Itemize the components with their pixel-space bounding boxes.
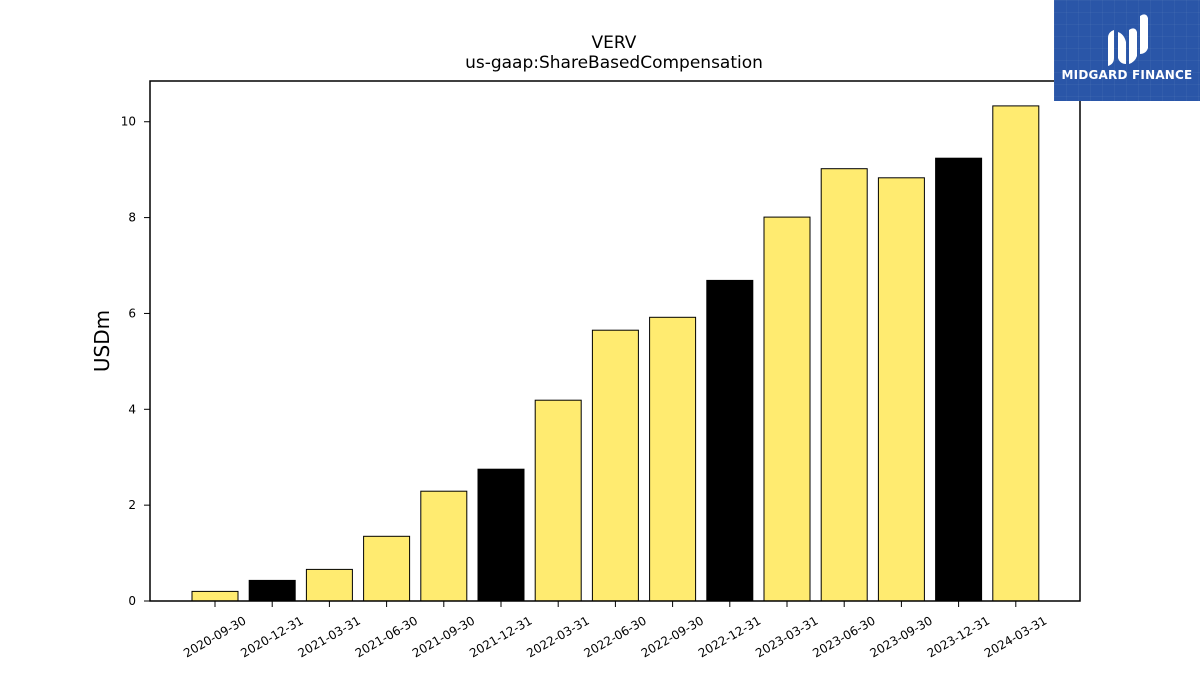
logo-text: MIDGARD FINANCE: [1061, 68, 1193, 82]
x-tick-label: 2023-03-31: [753, 613, 820, 660]
x-tick-label: 2021-06-30: [353, 613, 420, 660]
midgard-finance-logo: MIDGARD FINANCE: [1054, 0, 1200, 101]
x-tick-label: 2023-09-30: [867, 613, 934, 660]
bar-2021-03-31: [305, 568, 353, 602]
y-tick-label: 10: [121, 115, 136, 129]
x-tick-label: 2024-03-31: [982, 613, 1049, 660]
bar-2020-12-31: [248, 579, 296, 602]
y-tick-label: 8: [128, 211, 136, 225]
bar-2023-06-30: [820, 168, 868, 602]
y-tick-label: 6: [128, 306, 136, 320]
x-tick-label: 2020-12-31: [238, 613, 305, 660]
bar-2022-03-31: [534, 399, 582, 602]
plot-frame: [149, 80, 1081, 602]
midgard-logo-icon: [1108, 14, 1148, 66]
x-tick-label: 2021-09-30: [410, 613, 477, 660]
x-tick-label: 2022-06-30: [581, 613, 648, 660]
bar-2023-09-30: [877, 177, 925, 602]
y-axis-label: USDm: [90, 310, 114, 372]
y-tick-label: 2: [128, 498, 136, 512]
x-tick-label: 2022-03-31: [524, 613, 591, 660]
y-axis-ticks: 0 2 4 6 8 10: [121, 115, 150, 608]
bar-2022-06-30: [591, 329, 639, 602]
bar-2023-03-31: [763, 216, 811, 602]
x-tick-label: 2020-09-30: [181, 613, 248, 660]
x-tick-label: 2023-06-30: [810, 613, 877, 660]
bar-2022-12-31: [706, 279, 754, 602]
x-tick-label: 2021-12-31: [467, 613, 534, 660]
chart-subtitle: us-gaap:ShareBasedCompensation: [465, 53, 763, 73]
x-axis-ticks: 2020-09-302020-12-312021-03-312021-06-30…: [181, 601, 1049, 660]
x-tick-label: 2021-03-31: [295, 613, 362, 660]
bars-group: [191, 105, 1040, 602]
bar-2023-12-31: [935, 157, 983, 602]
x-tick-label: 2022-09-30: [639, 613, 706, 660]
bar-2020-09-30: [191, 590, 239, 602]
bar-2021-06-30: [363, 535, 411, 602]
y-tick-label: 0: [128, 594, 136, 608]
y-tick-label: 4: [128, 402, 136, 416]
x-tick-label: 2022-12-31: [696, 613, 763, 660]
bar-2024-03-31: [992, 105, 1040, 602]
bar-2022-09-30: [649, 316, 697, 602]
x-tick-label: 2023-12-31: [925, 613, 992, 660]
bar-2021-09-30: [420, 490, 468, 602]
bar-2021-12-31: [477, 468, 525, 602]
chart-title: VERV: [592, 33, 637, 53]
